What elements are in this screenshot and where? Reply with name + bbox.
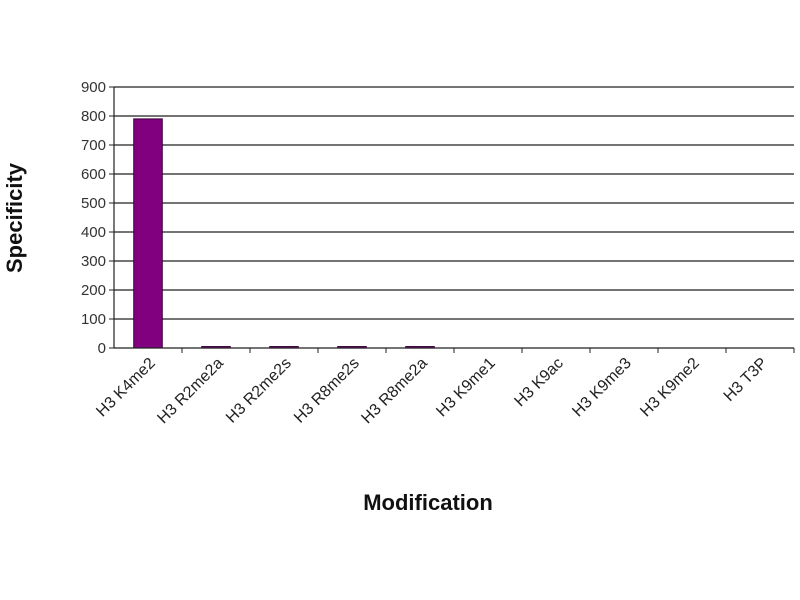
x-tick-label: H3 R8me2a bbox=[358, 355, 430, 427]
x-tick-label: H3 R2me2a bbox=[154, 355, 226, 427]
x-tick-label: H3 T3P bbox=[721, 355, 771, 405]
y-tick-labels: 0 100 200 300 400 500 600 700 800 900 bbox=[81, 79, 106, 357]
x-tick-label: H3 K4me2 bbox=[93, 355, 159, 421]
y-tick-label: 400 bbox=[81, 224, 106, 241]
bar-h3-k4me2 bbox=[133, 118, 163, 349]
bars bbox=[133, 118, 435, 349]
y-axis-label: Specificity bbox=[2, 162, 27, 273]
x-tick-label: H3 K9me3 bbox=[569, 355, 635, 421]
y-tick-label: 600 bbox=[81, 166, 106, 183]
x-tick-label: H3 R8me2s bbox=[291, 355, 363, 427]
y-tick-label: 900 bbox=[81, 79, 106, 96]
x-tick-label: H3 K9me1 bbox=[433, 355, 499, 421]
y-tick-label: 300 bbox=[81, 253, 106, 270]
gridlines bbox=[114, 86, 794, 320]
x-tick-label: H3 R2me2s bbox=[223, 355, 295, 427]
axes bbox=[109, 86, 795, 353]
x-tick-label: H3 K9ac bbox=[511, 355, 566, 410]
y-tick-label: 700 bbox=[81, 137, 106, 154]
y-tick-label: 100 bbox=[81, 311, 106, 328]
y-tick-label: 500 bbox=[81, 195, 106, 212]
y-tick-label: 0 bbox=[98, 340, 106, 357]
y-tick-label: 200 bbox=[81, 282, 106, 299]
y-tick-label: 800 bbox=[81, 108, 106, 125]
x-tick-label: H3 K9me2 bbox=[637, 355, 703, 421]
x-axis-label: Modification bbox=[363, 490, 493, 515]
